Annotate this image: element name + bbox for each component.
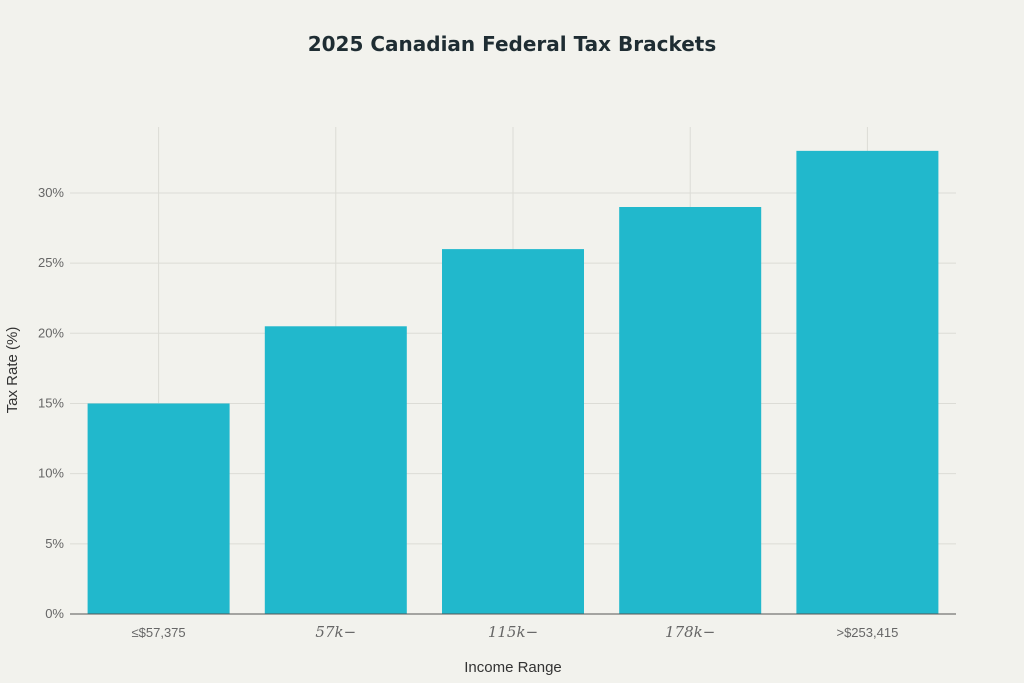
x-tick-label: 57k−	[315, 623, 356, 641]
y-tick-label: 20%	[38, 325, 64, 340]
bars	[87, 150, 939, 614]
y-axis-ticks: 0% 5% 10% 15% 20% 25% 30%	[38, 185, 64, 621]
y-tick-label: 10%	[38, 466, 64, 481]
bar	[442, 249, 584, 614]
y-axis-label: Tax Rate (%)	[4, 327, 21, 414]
bar	[87, 403, 230, 614]
bar	[264, 326, 407, 614]
y-tick-label: 5%	[45, 536, 64, 551]
y-tick-label: 25%	[38, 255, 64, 270]
x-tick-label: ≤$57,375	[132, 625, 186, 640]
y-tick-label: 15%	[38, 395, 64, 410]
x-axis-ticks: ≤$57,375 57k− 115k− 178k− >$253,415	[132, 623, 899, 641]
x-axis-label: Income Range	[464, 659, 562, 676]
x-tick-label: >$253,415	[836, 625, 898, 640]
x-tick-label: 178k−	[665, 623, 715, 641]
x-tick-label: 115k−	[488, 623, 538, 641]
y-tick-label: 30%	[38, 185, 64, 200]
chart-title: 2025 Canadian Federal Tax Brackets	[308, 32, 717, 56]
bar	[619, 206, 762, 614]
bar	[796, 150, 939, 614]
y-tick-label: 0%	[45, 606, 64, 621]
